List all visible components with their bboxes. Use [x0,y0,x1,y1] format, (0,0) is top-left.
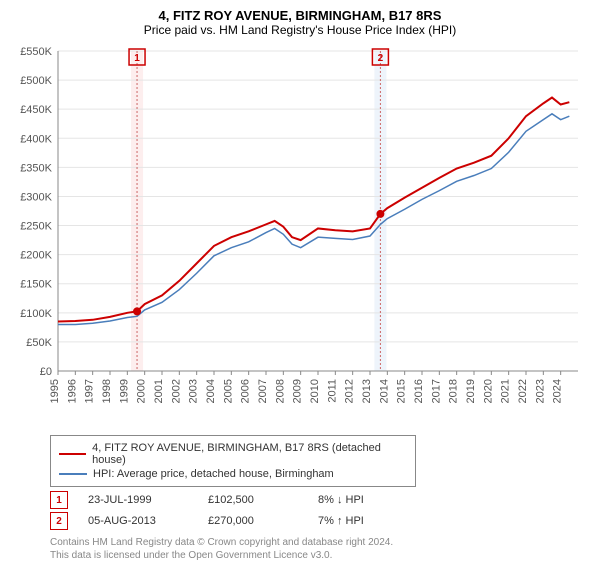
svg-text:2020: 2020 [482,379,494,403]
legend-row-hpi: HPI: Average price, detached house, Birm… [59,468,407,480]
svg-text:2010: 2010 [309,379,321,403]
svg-text:2009: 2009 [292,379,304,403]
svg-text:£200K: £200K [20,250,52,262]
svg-text:2005: 2005 [222,379,234,403]
sale-row: 2 05-AUG-2013£270,0007% ↑ HPI [50,512,590,530]
sale-date: 23-JUL-1999 [88,494,208,506]
legend-swatch-hpi [59,473,87,475]
svg-text:£500K: £500K [20,75,52,87]
legend-label-hpi: HPI: Average price, detached house, Birm… [93,468,334,480]
sale-diff: 7% ↑ HPI [318,515,408,527]
svg-text:2007: 2007 [257,379,269,403]
svg-text:1996: 1996 [66,379,78,403]
svg-text:£550K: £550K [20,46,52,58]
legend-swatch-price [59,453,86,455]
svg-text:2021: 2021 [500,379,512,403]
footnote-line2: This data is licensed under the Open Gov… [50,549,590,562]
svg-text:2006: 2006 [240,379,252,403]
svg-text:1997: 1997 [84,379,96,403]
sale-row: 1 23-JUL-1999£102,5008% ↓ HPI [50,491,590,509]
svg-text:2008: 2008 [274,379,286,403]
page-title: 4, FITZ ROY AVENUE, BIRMINGHAM, B17 8RS [10,8,590,23]
svg-text:2011: 2011 [326,379,338,403]
footnote-line1: Contains HM Land Registry data © Crown c… [50,536,590,549]
legend-box: 4, FITZ ROY AVENUE, BIRMINGHAM, B17 8RS … [50,435,416,487]
svg-text:2019: 2019 [465,379,477,403]
svg-text:£300K: £300K [20,191,52,203]
svg-text:2018: 2018 [448,379,460,403]
svg-text:1995: 1995 [49,379,61,403]
svg-text:£50K: £50K [26,337,52,349]
svg-text:2023: 2023 [534,379,546,403]
svg-text:1: 1 [134,53,140,64]
svg-text:2022: 2022 [517,379,529,403]
legend-label-price: 4, FITZ ROY AVENUE, BIRMINGHAM, B17 8RS … [92,442,407,466]
svg-text:£150K: £150K [20,279,52,291]
svg-text:£250K: £250K [20,221,52,233]
svg-text:2: 2 [378,53,384,64]
svg-text:2013: 2013 [361,379,373,403]
sale-marker-icon: 2 [50,512,68,530]
svg-text:£400K: £400K [20,133,52,145]
sale-date: 05-AUG-2013 [88,515,208,527]
svg-text:2001: 2001 [153,379,165,403]
svg-text:£0: £0 [40,366,52,378]
svg-text:2000: 2000 [136,379,148,403]
legend-row-price: 4, FITZ ROY AVENUE, BIRMINGHAM, B17 8RS … [59,442,407,466]
sale-price: £102,500 [208,494,318,506]
svg-text:2015: 2015 [396,379,408,403]
sale-diff: 8% ↓ HPI [318,494,408,506]
svg-text:£450K: £450K [20,104,52,116]
svg-text:2012: 2012 [344,379,356,403]
svg-text:2024: 2024 [552,379,564,403]
sale-price: £270,000 [208,515,318,527]
svg-text:£100K: £100K [20,308,52,320]
svg-text:£350K: £350K [20,162,52,174]
svg-text:2003: 2003 [188,379,200,403]
svg-text:2004: 2004 [205,379,217,403]
svg-text:2002: 2002 [170,379,182,403]
svg-text:1999: 1999 [118,379,130,403]
svg-text:2014: 2014 [378,379,390,403]
svg-text:1998: 1998 [101,379,113,403]
footnote: Contains HM Land Registry data © Crown c… [50,536,590,562]
sale-marker-icon: 1 [50,491,68,509]
page-subtitle: Price paid vs. HM Land Registry's House … [10,23,590,37]
price-chart: £0 £50K £100K £150K £200K £250K £300K £350K £400… [10,41,590,431]
svg-text:2017: 2017 [430,379,442,403]
svg-text:2016: 2016 [413,379,425,403]
